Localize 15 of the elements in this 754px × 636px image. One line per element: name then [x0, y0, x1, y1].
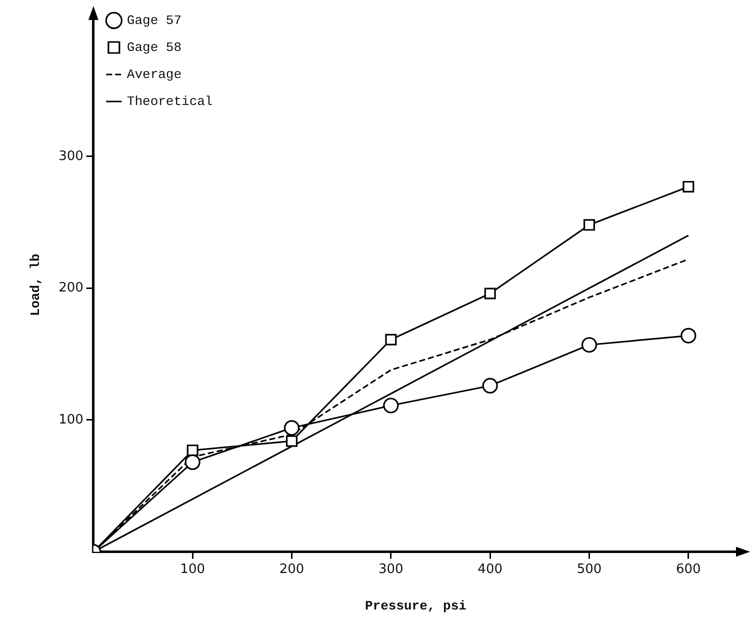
legend-label: Theoretical — [126, 94, 213, 109]
x-axis-title: Pressure, psi — [364, 598, 467, 614]
y-axis-title: Load, lb — [28, 254, 44, 316]
x-tick-label: 400 — [478, 562, 502, 577]
x-tick-label: 200 — [279, 562, 304, 577]
y-tick-label: 200 — [58, 280, 84, 296]
legend-label: Gage 57 — [126, 12, 182, 28]
x-tick-label: 500 — [576, 562, 602, 577]
y-tick-label: 100 — [58, 412, 84, 428]
y-tick-label: 300 — [58, 148, 84, 164]
legend-label: Gage 58 — [126, 40, 182, 55]
x-tick-label: 100 — [180, 562, 205, 577]
legend-label: Average — [126, 66, 182, 82]
x-tick-label: 600 — [676, 562, 701, 577]
x-tick-label: 300 — [378, 562, 404, 577]
